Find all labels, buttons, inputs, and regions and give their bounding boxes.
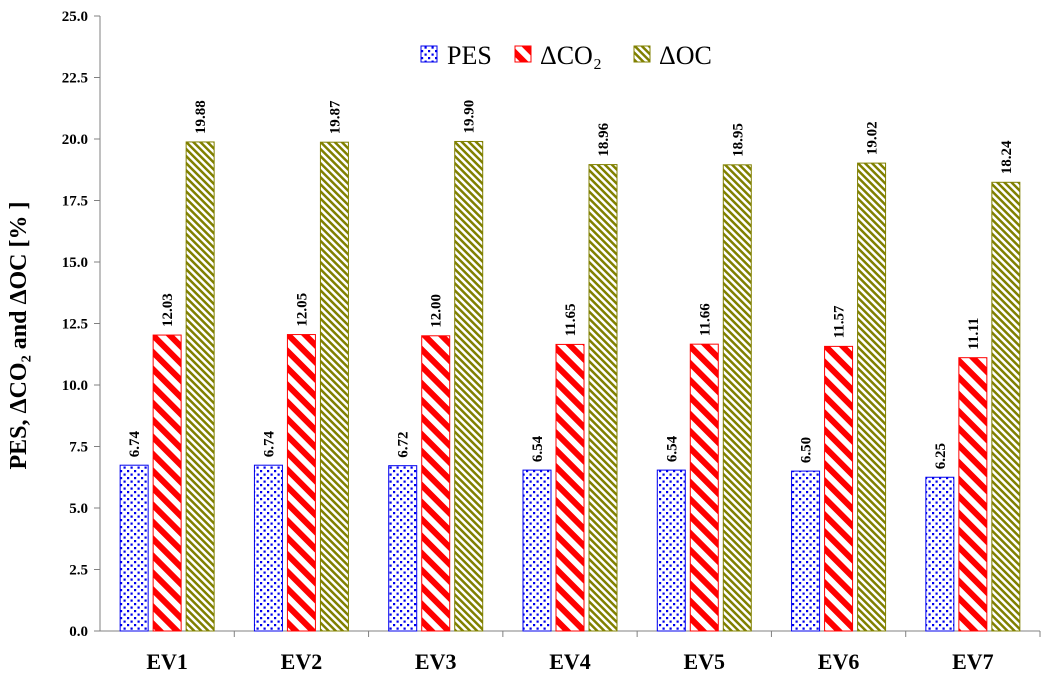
y-tick-label: 17.5 <box>62 194 88 210</box>
bar-dots-ev1 <box>119 464 149 632</box>
bar-fine-diagonal-ev2 <box>319 141 349 632</box>
bar-diagonal-stripes-ev5 <box>689 343 719 632</box>
y-tick-label: 5.0 <box>69 501 88 517</box>
y-tick-label: 7.5 <box>69 440 88 456</box>
legend-label: ΔOC <box>659 41 712 70</box>
bar-dots-ev4 <box>522 469 552 632</box>
data-label: 12.05 <box>294 293 310 327</box>
y-tick-label: 10.0 <box>62 378 88 394</box>
bar-fine-diagonal-ev3 <box>454 140 484 632</box>
x-category-label: EV3 <box>415 649 457 674</box>
y-tick-label: 20.0 <box>62 132 88 148</box>
x-category-label: EV6 <box>818 649 860 674</box>
data-label: 19.88 <box>193 100 209 134</box>
bar-dots-ev7 <box>925 476 955 632</box>
legend-background <box>398 34 728 78</box>
bar-dots-ev3 <box>388 465 418 632</box>
bar-dots-ev5 <box>656 469 686 632</box>
data-label: 18.96 <box>596 122 612 156</box>
data-label: 18.95 <box>730 123 746 157</box>
data-label: 19.90 <box>462 100 478 134</box>
x-category-label: EV7 <box>952 649 994 674</box>
data-label: 6.74 <box>261 430 277 457</box>
legend-swatch <box>420 45 438 63</box>
data-label: 6.50 <box>799 437 815 463</box>
data-label: 6.54 <box>664 435 680 462</box>
legend-swatch <box>514 45 532 63</box>
legend-label: PES <box>447 41 492 70</box>
data-label: 6.25 <box>933 443 949 469</box>
bar-diagonal-stripes-ev4 <box>555 343 585 632</box>
data-label: 12.00 <box>429 294 445 328</box>
y-tick-label: 0.0 <box>69 624 88 640</box>
legend-label: ΔCO₂ <box>540 41 602 70</box>
data-label: 6.74 <box>127 430 143 457</box>
x-category-label: EV4 <box>549 649 591 674</box>
data-label: 19.87 <box>327 100 343 134</box>
x-category-label: EV1 <box>146 649 188 674</box>
bar-diagonal-stripes-ev6 <box>824 345 854 632</box>
bar-fine-diagonal-ev7 <box>991 181 1021 632</box>
legend: PES ΔCO₂ ΔOC <box>398 34 728 78</box>
y-tick-label: 15.0 <box>62 255 88 271</box>
bar-dots-ev6 <box>791 470 821 632</box>
bar-diagonal-stripes-ev1 <box>152 334 182 632</box>
bar-diagonal-stripes-ev3 <box>421 335 451 632</box>
y-tick-label: 22.5 <box>62 71 88 87</box>
bar-diagonal-stripes-ev2 <box>286 334 316 632</box>
data-label: 6.54 <box>530 435 546 462</box>
data-label: 11.11 <box>966 318 982 350</box>
data-label: 11.57 <box>832 305 848 338</box>
y-tick-label: 12.5 <box>62 317 88 333</box>
data-label: 18.24 <box>999 140 1015 174</box>
x-category-label: EV2 <box>281 649 323 674</box>
bar-fine-diagonal-ev5 <box>722 164 752 632</box>
data-label: 11.65 <box>563 303 579 336</box>
legend-swatch <box>633 45 651 63</box>
bar-diagonal-stripes-ev7 <box>958 357 988 632</box>
bar-dots-ev2 <box>253 464 283 632</box>
y-tick-label: 25.0 <box>62 9 88 25</box>
data-label: 19.02 <box>865 121 881 155</box>
bar-fine-diagonal-ev4 <box>588 164 618 632</box>
x-category-label: EV5 <box>684 649 726 674</box>
bar-fine-diagonal-ev1 <box>185 141 215 632</box>
data-label: 11.66 <box>697 303 713 336</box>
y-tick-label: 2.5 <box>69 563 88 579</box>
y-axis-title: PES, ΔCO₂ and ΔOC [% ] <box>6 202 32 470</box>
data-label: 12.03 <box>160 293 176 327</box>
data-label: 6.72 <box>396 431 412 457</box>
bar-fine-diagonal-ev6 <box>857 162 887 632</box>
